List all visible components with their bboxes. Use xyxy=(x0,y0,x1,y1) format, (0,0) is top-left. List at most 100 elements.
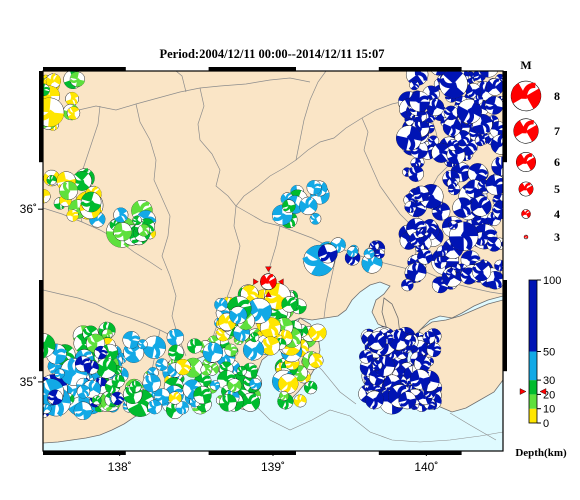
focal-mechanism xyxy=(427,135,440,147)
focal-mechanism xyxy=(375,249,385,259)
focal-mechanism xyxy=(413,185,430,202)
focal-mechanism xyxy=(317,243,338,264)
focal-mechanism xyxy=(472,261,492,281)
focal-mechanism xyxy=(193,385,212,405)
focal-mechanism xyxy=(243,339,265,362)
focal-mechanism xyxy=(491,156,503,177)
focal-mechanism xyxy=(249,377,262,391)
focal-mechanism xyxy=(409,80,420,91)
y-tick-label: 35˚ xyxy=(20,375,37,389)
focal-mechanism xyxy=(422,331,436,344)
depth-band xyxy=(529,394,537,409)
focal-mechanism xyxy=(59,181,78,200)
focal-mechanism xyxy=(422,219,438,234)
focal-mechanism xyxy=(46,174,57,186)
focal-mechanism xyxy=(445,268,457,279)
focal-mechanism xyxy=(486,236,502,252)
focal-mechanism xyxy=(306,180,322,196)
focal-mechanism xyxy=(401,278,414,292)
focal-mechanism xyxy=(73,401,93,420)
focal-mechanism xyxy=(229,306,248,325)
highlight-focal-mechanism xyxy=(260,273,277,291)
focal-mechanism xyxy=(407,261,427,282)
depth-tick-label: 0 xyxy=(543,418,549,430)
focal-mechanism xyxy=(66,209,79,222)
focal-mechanism xyxy=(308,353,324,368)
focal-mechanism xyxy=(166,328,184,347)
focal-mechanism xyxy=(113,222,133,242)
focal-mechanism xyxy=(227,378,242,393)
focal-mechanism xyxy=(187,338,203,354)
magnitude-legend-symbol xyxy=(518,181,534,197)
focal-mechanism xyxy=(409,91,430,112)
depth-scale-title: Depth(km) xyxy=(515,447,567,459)
x-axis-ticks: 138˚ 139˚ 140˚ xyxy=(108,451,438,474)
focal-mechanism xyxy=(443,105,459,121)
focal-mechanism xyxy=(281,296,298,313)
focal-mechanism xyxy=(224,343,238,357)
y-tick-label: 36˚ xyxy=(20,202,37,216)
focal-mechanism xyxy=(409,369,431,390)
focal-mechanism xyxy=(485,174,503,196)
focal-mechanism xyxy=(369,240,380,251)
focal-mechanism xyxy=(279,391,289,401)
depth-marker-left xyxy=(519,388,527,395)
highlight-arrow xyxy=(253,278,259,285)
focal-mechanism xyxy=(202,341,224,363)
focal-mechanism xyxy=(448,220,458,231)
focal-mechanism xyxy=(236,365,247,377)
focal-mechanism xyxy=(452,197,473,218)
x-tick-label: 140˚ xyxy=(414,460,438,474)
focal-mechanism xyxy=(436,245,448,257)
depth-tick-label: 10 xyxy=(543,404,555,416)
focal-mechanism xyxy=(473,94,484,105)
focal-mechanism xyxy=(142,335,166,360)
focal-mechanism xyxy=(438,71,468,99)
focal-mechanism xyxy=(261,336,281,356)
focal-mechanism xyxy=(66,106,81,120)
focal-mechanism xyxy=(110,391,125,406)
magnitude-legend-label: 6 xyxy=(554,155,560,169)
focal-mechanism xyxy=(219,393,237,412)
focal-mechanism xyxy=(76,384,91,399)
magnitude-legend-label: 8 xyxy=(554,89,560,103)
focal-mechanism xyxy=(304,380,318,395)
focal-mechanism xyxy=(69,71,86,87)
magnitude-legend-symbol xyxy=(523,234,529,240)
focal-mechanism xyxy=(54,368,65,379)
magnitude-legend-label: 3 xyxy=(554,230,560,244)
focal-mechanism xyxy=(308,323,327,342)
depth-band xyxy=(529,280,537,352)
focal-mechanism xyxy=(96,357,117,379)
focal-mechanism xyxy=(74,355,92,373)
focal-mechanism xyxy=(137,339,148,350)
focal-mechanism xyxy=(468,59,480,71)
magnitude-legend-label: 7 xyxy=(554,124,560,138)
focal-mechanism xyxy=(474,135,486,147)
focal-mechanism xyxy=(272,204,293,226)
depth-band xyxy=(529,408,537,423)
focal-mechanism xyxy=(486,78,503,96)
focal-mechanism xyxy=(465,82,482,99)
focal-mechanism xyxy=(168,391,182,405)
focal-mechanism xyxy=(129,380,142,393)
x-tick-label: 139˚ xyxy=(261,460,285,474)
focal-mechanism xyxy=(404,200,417,214)
depth-band xyxy=(529,380,537,395)
focal-mechanism xyxy=(45,72,61,89)
focal-mechanism xyxy=(431,142,452,163)
focal-mechanism xyxy=(147,399,162,415)
focal-mechanism xyxy=(47,389,63,405)
focal-mechanism xyxy=(142,373,161,393)
focal-mechanism xyxy=(442,117,462,138)
focal-mechanism xyxy=(200,363,213,376)
focal-mechanism xyxy=(404,334,416,347)
focal-mechanism xyxy=(490,133,503,155)
focal-mechanism xyxy=(240,392,260,412)
highlight-arrow xyxy=(265,266,272,273)
magnitude-legend-symbol xyxy=(521,209,531,219)
depth-marker-right xyxy=(539,388,547,395)
focal-mechanism xyxy=(282,199,296,213)
focal-mechanism xyxy=(175,401,189,415)
frame-scale-bars xyxy=(39,67,507,455)
